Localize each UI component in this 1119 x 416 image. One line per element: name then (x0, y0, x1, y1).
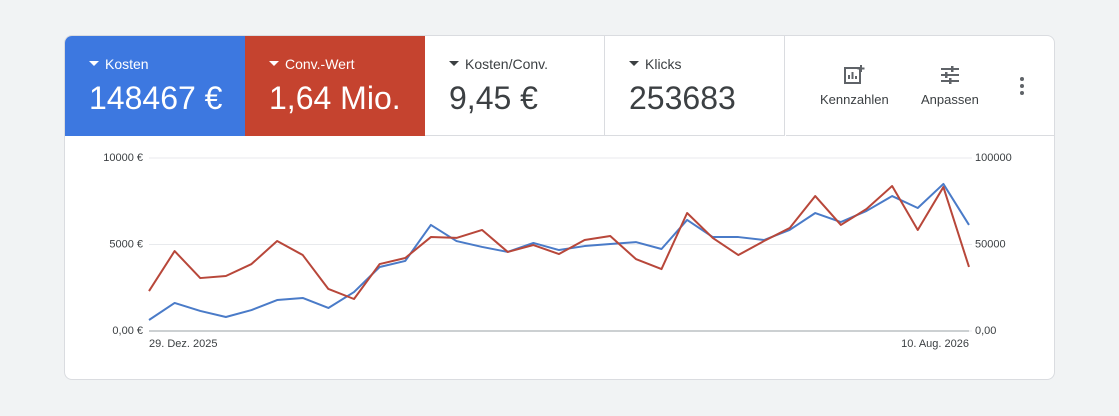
icon (940, 66, 959, 84)
metric-value: 148467 € (89, 80, 223, 116)
y2-tick-label: 50000 (975, 238, 1006, 250)
line-series (148, 185, 970, 300)
metric-value: 253683 (629, 80, 736, 116)
tool-label: Kennzahlen (820, 92, 889, 107)
toolbar: Kennzahlen Anpassen (786, 36, 1054, 136)
icon (844, 65, 865, 84)
tool-button[interactable]: Anpassen (921, 64, 979, 107)
chart: 0,00 € 5000 € 10000 € 0,00 50000 100000 29. De… (103, 152, 1012, 350)
line-series (148, 182, 970, 321)
metric-label: Kosten (105, 56, 149, 72)
y2-tick-label: 0,00 (975, 325, 996, 337)
metric-label: Klicks (645, 56, 682, 72)
y-tick-label: 0,00 € (112, 325, 143, 337)
y-tick-label: 10000 € (103, 152, 143, 164)
metric-card[interactable]: Klicks 253683 (605, 36, 785, 136)
metric-card[interactable]: Kosten 148467 € (65, 36, 245, 136)
y2-tick-label: 100000 (975, 152, 1012, 164)
metric-value: 9,45 € (449, 80, 538, 116)
metric-label: Kosten/Conv. (465, 56, 549, 72)
metric-value: 1,64 Mio. (269, 80, 401, 116)
metric-card[interactable]: Conv.-Wert 1,64 Mio. (245, 36, 425, 136)
metric-label: Conv.-Wert (285, 56, 355, 72)
x-tick-label: 29. Dez. 2025 (149, 338, 218, 350)
tool-button[interactable]: Kennzahlen (820, 64, 889, 107)
panel: Kosten 148467 € Conv.-Wert 1,64 Mio. Koste… (64, 35, 1055, 380)
more-menu[interactable] (1016, 76, 1028, 96)
x-tick-label: 10. Aug. 2026 (901, 338, 969, 350)
tool-label: Anpassen (921, 92, 979, 107)
y-tick-label: 5000 € (109, 238, 143, 250)
metric-card[interactable]: Kosten/Conv. 9,45 € (425, 36, 605, 136)
